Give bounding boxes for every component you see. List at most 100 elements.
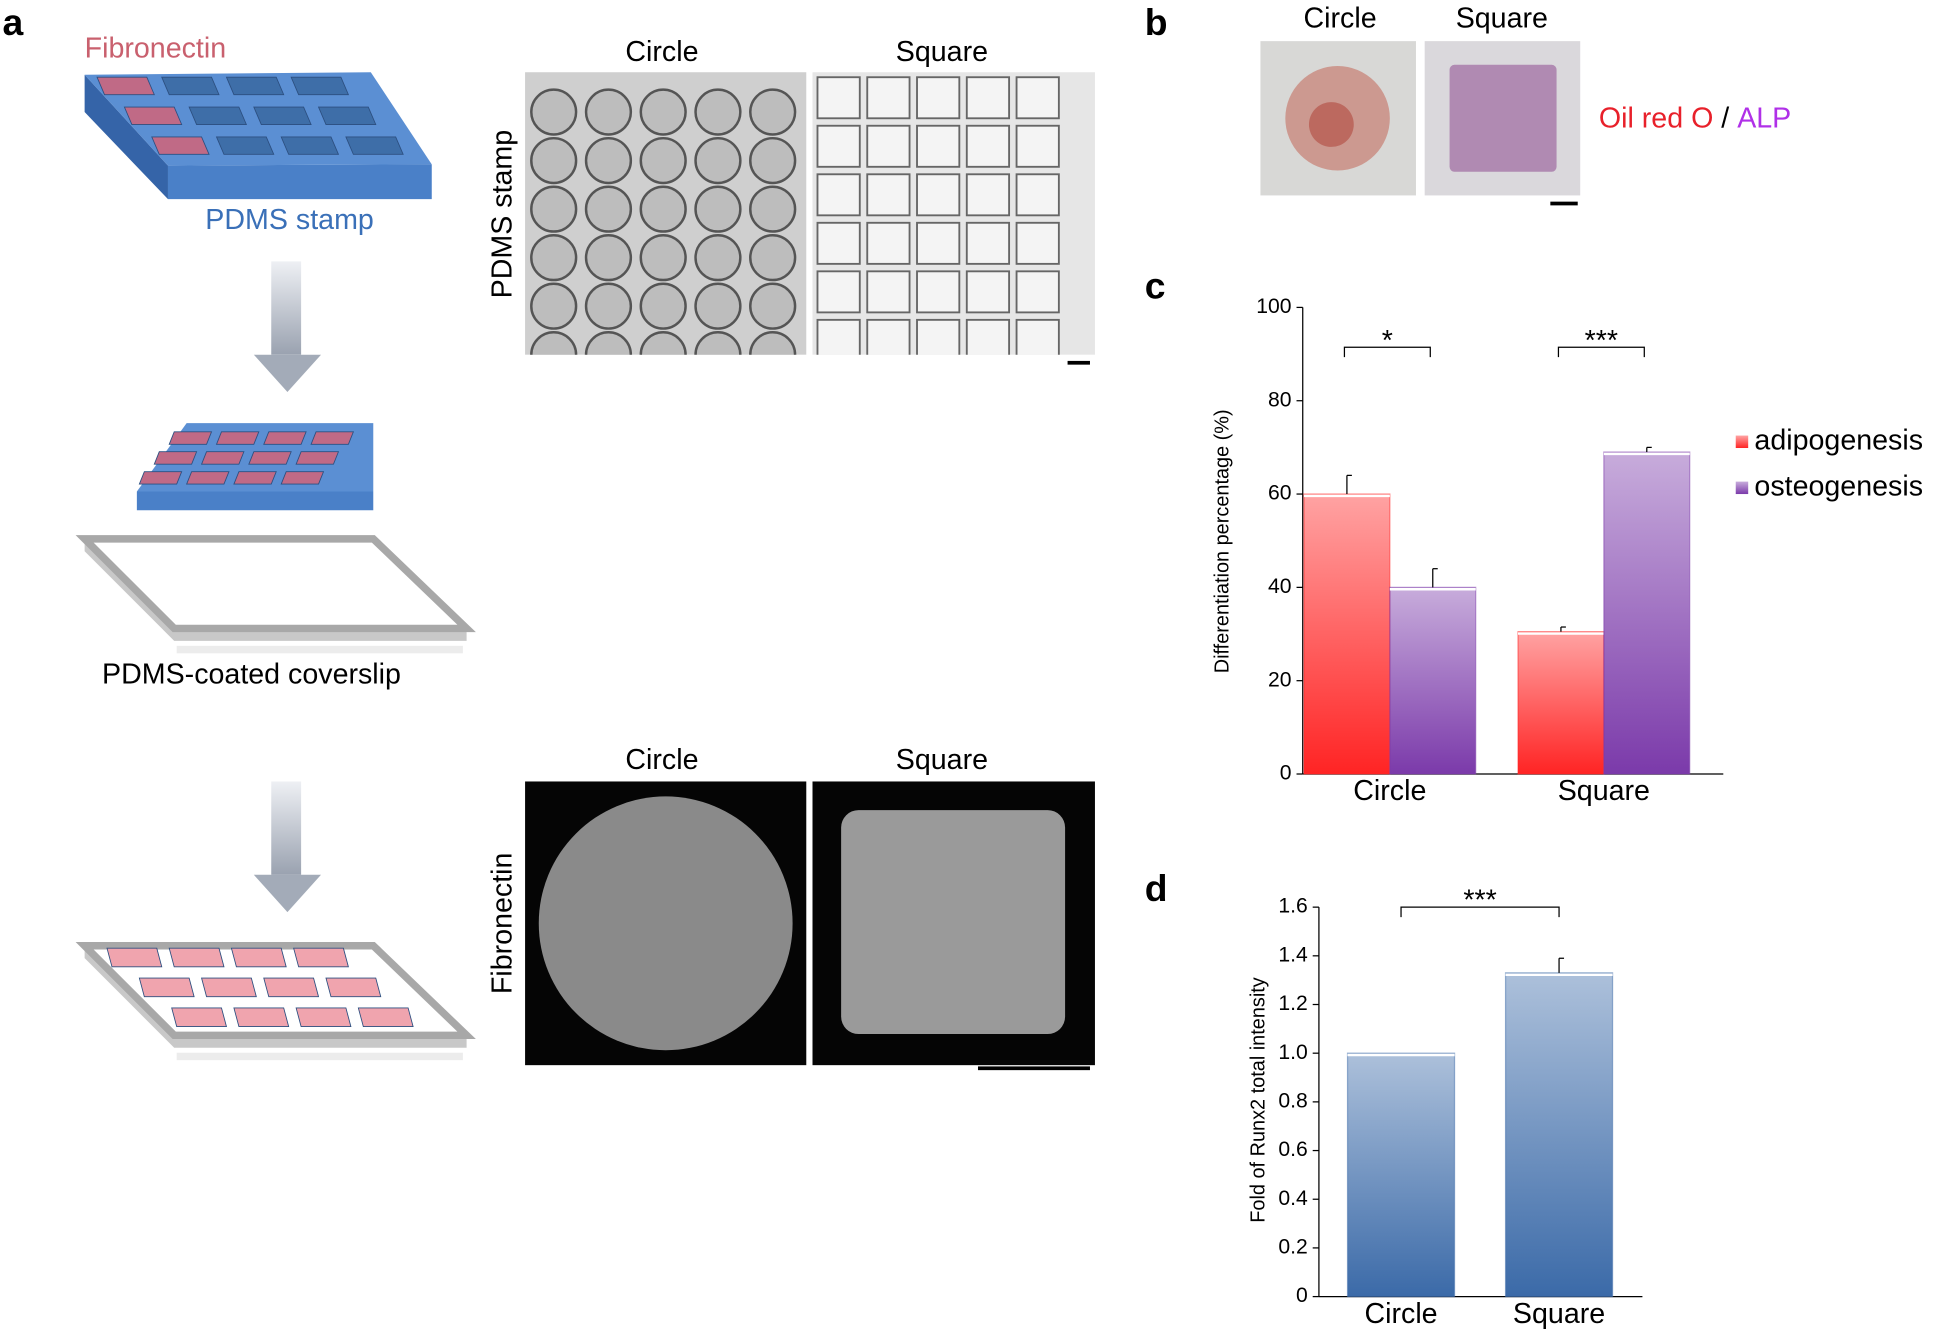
- scale-bar: [977, 1066, 1090, 1071]
- stamp-label: PDMS stamp: [205, 204, 374, 236]
- micro-circle: [749, 282, 797, 330]
- micro-square: [1015, 76, 1060, 120]
- micro-square: [916, 221, 961, 265]
- y-tick-label: 0: [1280, 762, 1292, 785]
- micro-circle: [639, 233, 687, 282]
- fibronectin-pad: [293, 947, 349, 968]
- pattern: [530, 88, 797, 355]
- significance-label: ***: [1463, 885, 1496, 917]
- panel-label: c: [1145, 265, 1166, 307]
- column-label: Circle: [625, 744, 698, 776]
- column-label: Square: [896, 744, 988, 776]
- significance-label: ***: [1585, 325, 1618, 357]
- y-tick-label: 0.6: [1278, 1138, 1307, 1161]
- arrow: [271, 781, 302, 875]
- stamp-pad: [280, 471, 325, 485]
- micro-circle: [530, 233, 578, 282]
- stamp-pad: [290, 76, 350, 96]
- fibronectin-label: Fibronectin: [85, 32, 227, 64]
- y-axis-label: Fold of Runx2 total intensity: [1247, 977, 1269, 1223]
- stamp-pad: [168, 431, 213, 445]
- micro-square: [965, 318, 1011, 355]
- micro-circle: [530, 185, 578, 233]
- row-label: PDMS stamp: [486, 130, 518, 299]
- y-tick-label: 40: [1268, 575, 1292, 598]
- bar: [1389, 586, 1477, 775]
- micro-circle: [639, 282, 687, 330]
- column-label: Circle: [1304, 3, 1377, 35]
- stamp-pad: [317, 106, 377, 125]
- micro-square: [866, 173, 911, 217]
- panel-label: a: [2, 1, 23, 43]
- micro-circle: [639, 331, 687, 355]
- micro-square: [965, 270, 1011, 314]
- micro-square: [1015, 124, 1060, 168]
- micro-circle: [530, 282, 578, 330]
- stamp-pad: [153, 451, 198, 465]
- micro-square: [866, 270, 911, 314]
- legend-label: adipogenesis: [1754, 424, 1923, 456]
- y-tick-label: 1.4: [1278, 943, 1308, 966]
- fibronectin-pad: [138, 977, 195, 998]
- y-tick-label: 60: [1268, 482, 1292, 505]
- micro-square: [916, 318, 961, 355]
- fibronectin-pad: [168, 947, 225, 968]
- bar: [1303, 493, 1391, 775]
- stamp-side: [84, 74, 168, 200]
- row-label: Fibronectin: [486, 853, 518, 995]
- significance-bracket: [1400, 906, 1560, 918]
- micro-circle: [639, 136, 687, 185]
- micro-circle: [639, 185, 687, 233]
- stamp-pad: [263, 431, 307, 445]
- x-tick-label: Square: [1558, 775, 1650, 807]
- y-tick-label: 0: [1296, 1284, 1308, 1307]
- micro-square: [1015, 173, 1060, 217]
- micro-circle: [749, 331, 797, 355]
- stamp-pad: [151, 136, 210, 155]
- stamp-pad: [295, 451, 340, 465]
- x-tick-label: Square: [1513, 1298, 1605, 1330]
- y-tick-label: 1.6: [1278, 895, 1307, 918]
- micro-square: [816, 221, 861, 265]
- micro-square: [816, 76, 861, 120]
- bar: [1504, 972, 1614, 1298]
- stamp-pad: [253, 106, 312, 125]
- stain-oil: Oil red O: [1599, 102, 1713, 134]
- coverslip: [75, 535, 476, 633]
- coverslip-shadow: [176, 645, 463, 654]
- fibronectin-pad: [295, 1007, 352, 1028]
- fibronectin-pad: [230, 947, 287, 968]
- micro-circle: [694, 88, 742, 136]
- micro-square: [866, 124, 911, 168]
- y-tick-label: 0.8: [1278, 1089, 1307, 1112]
- stamp-pad: [233, 471, 277, 485]
- scale-bar: [1550, 201, 1578, 206]
- y-tick-label: 20: [1268, 668, 1292, 691]
- micro-square: [816, 270, 861, 314]
- y-tick-label: 80: [1268, 388, 1292, 411]
- micro-circle: [584, 233, 633, 282]
- fibronectin-pad: [201, 977, 257, 998]
- fibronectin-pad: [263, 977, 320, 998]
- micro-square: [1015, 221, 1060, 265]
- micro-circle: [530, 136, 578, 185]
- micro-circle: [694, 282, 742, 330]
- legend-swatch: [1735, 481, 1749, 495]
- y-tick-label: 1.0: [1278, 1041, 1307, 1064]
- fibronectin-pad: [325, 977, 382, 998]
- stamp-pad: [248, 451, 292, 465]
- stamp-pad: [188, 106, 248, 125]
- micro-square: [816, 318, 861, 355]
- micro-square: [916, 124, 961, 168]
- scale-bar: [1067, 360, 1090, 365]
- layout: [75, 41, 1581, 1071]
- legend-swatch: [1735, 435, 1749, 449]
- micro-circle: [749, 233, 797, 282]
- micro-circle: [530, 331, 578, 355]
- significance-bracket: [1343, 346, 1431, 358]
- fibronectin-pad: [357, 1007, 414, 1028]
- arrow: [253, 354, 322, 393]
- y-tick-label: 0.4: [1278, 1187, 1308, 1210]
- stain-label: Oil red O / ALP: [1599, 102, 1791, 134]
